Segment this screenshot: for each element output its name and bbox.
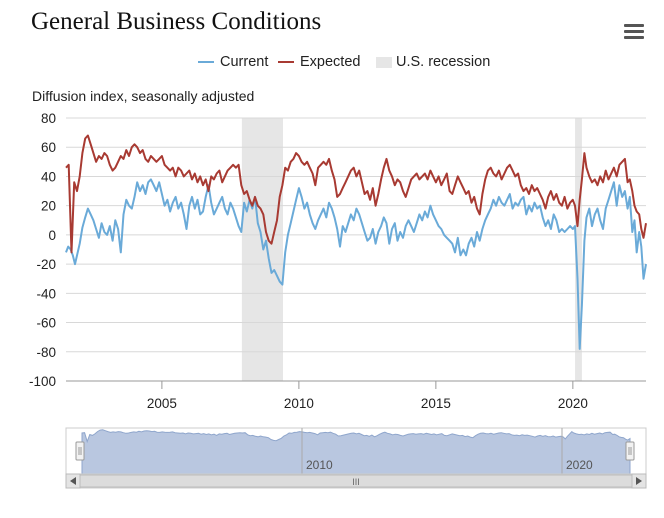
x-tick-label: 2010 [284,396,314,411]
scroll-left-arrow-icon [70,477,76,485]
navigator-series-area [81,429,631,475]
legend-label-expected: Expected [300,54,361,70]
y-axis-label: Diffusion index, seasonally adjusted [32,88,255,104]
navigator[interactable]: 2010 2020 III [65,427,647,489]
navigator-label-2020: 2020 [566,458,593,472]
y-tick-label: 20 [41,199,56,214]
y-tick-label: -80 [36,345,56,360]
legend-swatch-current [198,61,214,63]
legend-label-recession: U.S. recession [396,54,491,70]
recession-band-1 [575,118,582,381]
hamburger-menu-icon[interactable] [624,24,644,42]
x-tick-label: 2015 [421,396,451,411]
y-tick-label: -40 [36,286,56,301]
chart-title: General Business Conditions [31,8,322,35]
legend-item-expected[interactable]: Expected [278,54,360,70]
scrollbar-grip: III [352,477,360,487]
legend: Current Expected U.S. recession [0,54,664,72]
y-tick-label: -60 [36,316,56,331]
legend-item-current[interactable]: Current [198,54,268,70]
legend-swatch-recession [376,56,392,68]
legend-item-recession[interactable]: U.S. recession [376,54,490,70]
y-tick-label: 0 [48,228,56,243]
series-line-current[interactable] [65,178,647,350]
legend-label-current: Current [220,54,269,70]
navigator-label-2010: 2010 [306,458,333,472]
navigator-handle-right[interactable] [625,441,635,461]
y-tick-label: -20 [36,257,56,272]
x-tick-label: 2020 [558,396,588,411]
scroll-right-arrow-icon [636,477,642,485]
y-tick-label: 60 [41,140,56,155]
series-line-expected[interactable] [65,134,647,254]
x-tick-label: 2005 [147,396,177,411]
y-tick-label: 40 [41,169,56,184]
y-tick-label: -100 [29,374,56,389]
y-tick-label: 80 [41,111,56,126]
navigator-handle-left[interactable] [75,441,85,461]
legend-swatch-expected [278,61,294,63]
